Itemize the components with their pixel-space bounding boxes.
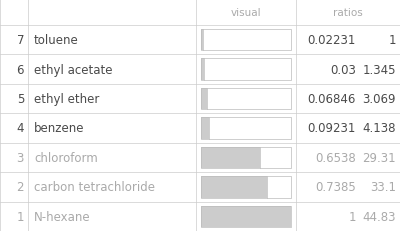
Bar bbox=[201, 88, 207, 110]
Bar bbox=[268, 176, 291, 198]
Bar bbox=[209, 118, 291, 139]
Text: 3.069: 3.069 bbox=[362, 93, 396, 106]
Text: 3: 3 bbox=[17, 151, 24, 164]
Text: 4.138: 4.138 bbox=[362, 122, 396, 135]
Bar bbox=[201, 118, 209, 139]
Text: N-hexane: N-hexane bbox=[34, 210, 91, 223]
Text: ethyl ether: ethyl ether bbox=[34, 93, 99, 106]
Text: 6: 6 bbox=[16, 63, 24, 76]
Bar bbox=[201, 30, 291, 51]
Bar bbox=[201, 176, 268, 198]
Text: visual: visual bbox=[231, 8, 261, 18]
Text: 4: 4 bbox=[16, 122, 24, 135]
Text: ratios: ratios bbox=[333, 8, 363, 18]
Bar bbox=[201, 206, 291, 227]
Text: 0.03: 0.03 bbox=[330, 63, 356, 76]
Text: 0.6538: 0.6538 bbox=[315, 151, 356, 164]
Text: 1: 1 bbox=[348, 210, 356, 223]
Bar bbox=[201, 88, 291, 110]
Text: 0.09231: 0.09231 bbox=[308, 122, 356, 135]
Bar bbox=[260, 147, 291, 168]
Text: benzene: benzene bbox=[34, 122, 84, 135]
Text: toluene: toluene bbox=[34, 34, 79, 47]
Bar bbox=[201, 59, 204, 81]
Bar bbox=[201, 147, 260, 168]
Text: 5: 5 bbox=[17, 93, 24, 106]
Bar bbox=[201, 176, 291, 198]
Text: ethyl acetate: ethyl acetate bbox=[34, 63, 112, 76]
Bar bbox=[201, 30, 203, 51]
Bar bbox=[203, 30, 291, 51]
Text: 29.31: 29.31 bbox=[362, 151, 396, 164]
Bar bbox=[204, 59, 291, 81]
Text: chloroform: chloroform bbox=[34, 151, 98, 164]
Text: 0.7385: 0.7385 bbox=[315, 181, 356, 194]
Text: 0.06846: 0.06846 bbox=[308, 93, 356, 106]
Bar bbox=[201, 147, 291, 168]
Text: 44.83: 44.83 bbox=[362, 210, 396, 223]
Text: 1.345: 1.345 bbox=[362, 63, 396, 76]
Bar bbox=[207, 88, 291, 110]
Text: 2: 2 bbox=[16, 181, 24, 194]
Text: 33.1: 33.1 bbox=[370, 181, 396, 194]
Text: 0.02231: 0.02231 bbox=[308, 34, 356, 47]
Text: 7: 7 bbox=[16, 34, 24, 47]
Text: carbon tetrachloride: carbon tetrachloride bbox=[34, 181, 155, 194]
Bar bbox=[201, 206, 291, 227]
Bar bbox=[201, 118, 291, 139]
Text: 1: 1 bbox=[388, 34, 396, 47]
Bar bbox=[201, 59, 291, 81]
Text: 1: 1 bbox=[16, 210, 24, 223]
